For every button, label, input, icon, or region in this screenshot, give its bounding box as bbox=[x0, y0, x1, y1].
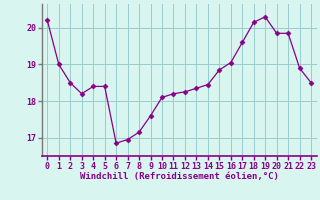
X-axis label: Windchill (Refroidissement éolien,°C): Windchill (Refroidissement éolien,°C) bbox=[80, 172, 279, 181]
